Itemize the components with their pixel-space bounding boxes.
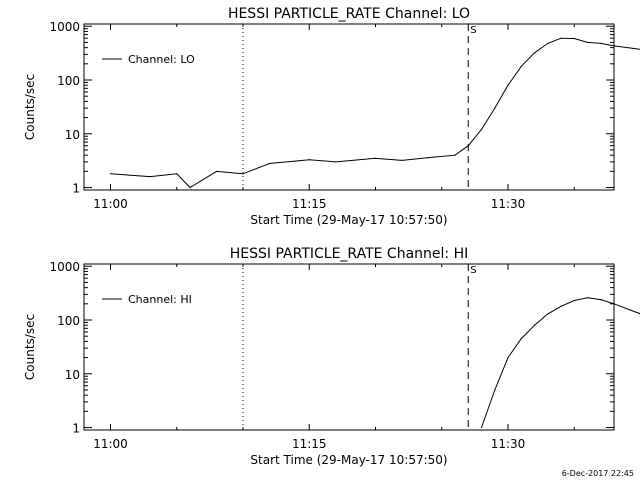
data-point	[401, 159, 403, 161]
data-point	[149, 176, 151, 178]
data-point	[109, 173, 112, 175]
legend-label: Channel: HI	[128, 293, 192, 306]
data-point	[427, 157, 430, 159]
data-point	[586, 297, 589, 299]
y-tick-label: 1000	[49, 20, 80, 34]
data-point	[215, 170, 218, 172]
data-point	[533, 324, 536, 326]
data-point	[374, 157, 377, 159]
data-point	[613, 45, 615, 47]
y-tick-label: 1000	[49, 260, 80, 274]
data-point	[467, 145, 469, 147]
y-axis-label: Counts/sec	[23, 314, 37, 380]
data-point	[600, 42, 602, 45]
data-point	[507, 84, 509, 86]
x-tick-label: 11:30	[491, 437, 526, 451]
y-tick-label: 1	[72, 182, 80, 196]
data-point	[308, 159, 310, 161]
chart-panel-2: HESSI PARTICLE_RATE Channel: HI 11:00 11:1…	[23, 246, 640, 467]
x-axis-label: Start Time (29-May-17 10:57:50)	[250, 453, 447, 467]
data-point	[573, 299, 575, 302]
data-point	[520, 338, 522, 340]
footer-timestamp: 6-Dec-2017 22:45	[561, 469, 634, 478]
plot-frame	[83, 23, 615, 191]
chart-title: HESSI PARTICLE_RATE Channel: LO	[228, 6, 470, 22]
chart-panel-1: HESSI PARTICLE_RATE Channel: LO 11:00 11:1…	[23, 6, 640, 227]
chart-title: HESSI PARTICLE_RATE Channel: HI	[230, 246, 468, 262]
data-point	[494, 389, 496, 391]
data-point	[454, 154, 456, 156]
data-point	[335, 161, 337, 163]
y-tick-label: 10	[65, 368, 80, 382]
x-tick-label: 11:15	[292, 437, 327, 451]
legend-label: Channel: LO	[128, 53, 195, 66]
data-point	[520, 65, 522, 67]
data-point	[480, 426, 483, 429]
x-tick-label: 11:30	[491, 197, 526, 211]
data-point	[560, 305, 562, 307]
data-point	[600, 299, 602, 301]
y-tick-label: 100	[57, 314, 80, 328]
marker-label: S	[470, 265, 476, 276]
series-line	[110, 37, 640, 189]
x-tick-label: 11:00	[93, 197, 128, 211]
data-point	[480, 128, 483, 131]
data-point	[507, 357, 509, 359]
data-point	[176, 173, 178, 175]
x-axis-label: Start Time (29-May-17 10:57:50)	[250, 213, 447, 227]
data-point	[268, 162, 271, 165]
data-point	[189, 186, 191, 189]
data-point	[547, 42, 549, 45]
x-tick-label: 11:15	[292, 197, 327, 211]
data-point	[586, 41, 589, 44]
data-point	[613, 303, 615, 305]
y-tick-label: 100	[57, 74, 80, 88]
y-tick-label: 1	[72, 422, 80, 436]
data-point	[560, 37, 562, 39]
series-line	[481, 297, 640, 428]
y-axis-label: Counts/sec	[23, 74, 37, 140]
x-tick-label: 11:00	[93, 437, 128, 451]
marker-label: S	[470, 25, 476, 36]
data-point	[573, 37, 575, 40]
data-point	[242, 173, 244, 175]
plot-frame	[83, 263, 615, 431]
y-tick-label: 10	[65, 128, 80, 142]
data-point	[494, 107, 496, 109]
data-point	[547, 313, 549, 315]
data-point	[533, 52, 536, 54]
